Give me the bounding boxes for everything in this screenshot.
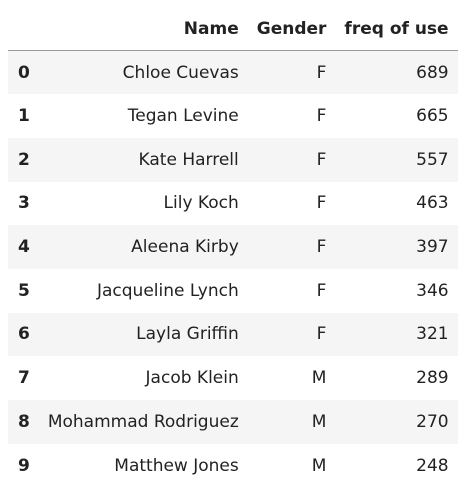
gender-cell: F: [316, 62, 327, 83]
freq-column-header: freq of use: [335, 8, 458, 51]
gender-cell: M: [311, 455, 327, 476]
row-index: 7: [18, 368, 30, 389]
row-index: 2: [18, 149, 30, 170]
gender-cell: F: [316, 193, 327, 214]
table-row: 1 Tegan Levine F 665: [8, 94, 458, 138]
table-row: 8 Mohammad Rodriguez M 270: [8, 400, 458, 444]
table-row: 9 Matthew Jones M 248: [8, 443, 458, 488]
freq-cell: 665: [416, 106, 449, 127]
freq-cell: 463: [416, 193, 449, 214]
freq-cell: 321: [416, 324, 449, 345]
row-index: 8: [18, 411, 30, 432]
row-index: 9: [18, 455, 30, 476]
row-index: 5: [18, 280, 30, 301]
table-body: 0 Chloe Cuevas F 689 1 Tegan Levine F 66…: [8, 50, 458, 488]
table-row: 0 Chloe Cuevas F 689: [8, 50, 458, 95]
name-cell: Aleena Kirby: [131, 237, 239, 258]
table-row: 2 Kate Harrell F 557: [8, 137, 458, 182]
gender-cell: F: [316, 149, 327, 170]
gender-cell: M: [311, 368, 327, 389]
table-row: 7 Jacob Klein M 289: [8, 356, 458, 400]
name-cell: Jacob Klein: [145, 368, 239, 389]
freq-cell: 346: [416, 280, 449, 301]
name-cell: Layla Griffin: [136, 324, 239, 345]
freq-cell: 248: [416, 455, 449, 476]
name-column-header: Name: [38, 8, 248, 51]
table-header: Name Gender freq of use: [8, 8, 458, 51]
gender-cell: M: [311, 411, 327, 432]
dataframe-table: Name Gender freq of use 0 Chloe Cuevas F…: [8, 8, 458, 488]
table-row: 5 Jacqueline Lynch F 346: [8, 268, 458, 313]
row-index: 3: [18, 193, 30, 214]
freq-cell: 397: [416, 237, 449, 258]
freq-cell: 289: [416, 368, 449, 389]
freq-cell: 270: [416, 411, 449, 432]
gender-cell: F: [316, 280, 327, 301]
header-row: Name Gender freq of use: [8, 8, 458, 51]
row-index: 4: [18, 237, 30, 258]
name-cell: Mohammad Rodriguez: [47, 411, 239, 432]
dataframe-table-container: Name Gender freq of use 0 Chloe Cuevas F…: [8, 8, 458, 488]
freq-cell: 557: [416, 149, 449, 170]
name-cell: Chloe Cuevas: [122, 62, 239, 83]
freq-cell: 689: [416, 62, 449, 83]
name-cell: Lily Koch: [163, 193, 239, 214]
table-row: 6 Layla Griffin F 321: [8, 312, 458, 357]
name-cell: Matthew Jones: [114, 455, 239, 476]
table-row: 4 Aleena Kirby F 397: [8, 225, 458, 269]
gender-cell: F: [316, 237, 327, 258]
row-index: 0: [18, 62, 30, 83]
gender-cell: F: [316, 106, 327, 127]
gender-cell: F: [316, 324, 327, 345]
row-index: 1: [18, 106, 30, 127]
table-row: 3 Lily Koch F 463: [8, 181, 458, 226]
name-cell: Tegan Levine: [127, 106, 239, 127]
name-cell: Kate Harrell: [138, 149, 239, 170]
index-column-header: [8, 8, 39, 51]
row-index: 6: [18, 324, 30, 345]
gender-column-header: Gender: [247, 8, 336, 51]
name-cell: Jacqueline Lynch: [96, 280, 239, 301]
